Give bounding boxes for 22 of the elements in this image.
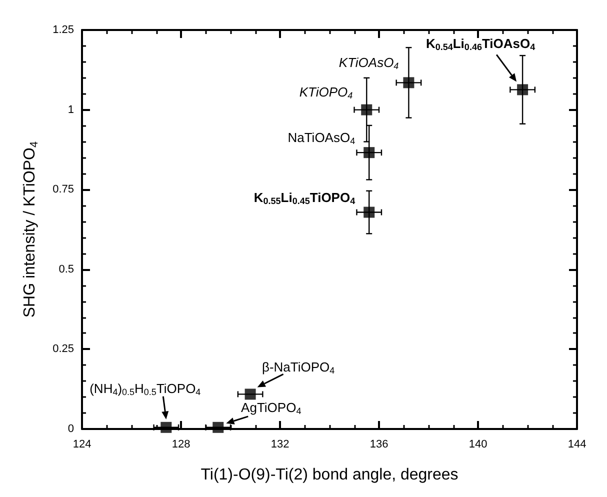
point [244, 388, 256, 400]
y-tick-label: 0 [68, 423, 74, 435]
y-tick-label: 0.5 [58, 263, 74, 276]
x-tick-label: 132 [270, 438, 290, 450]
y-tick-label: 1 [68, 104, 74, 116]
y-axis-title: SHG intensity / KTiOPO4 [22, 141, 40, 318]
y-tick-label: 0.25 [52, 343, 74, 356]
point [364, 206, 375, 218]
x-tick-label: 144 [568, 438, 586, 450]
x-tick-label: 136 [370, 438, 388, 450]
point [361, 104, 372, 116]
point [212, 422, 224, 433]
point [160, 422, 172, 433]
x-tick-label: 128 [172, 438, 190, 450]
y-tick-label: 0.75 [52, 184, 74, 196]
x-tick-label: 124 [72, 438, 92, 450]
point [364, 147, 375, 158]
x-axis-title: Ti(1)-O(9)-Ti(2) bond angle, degrees [200, 466, 458, 484]
x-tick-label: 140 [468, 438, 488, 450]
y-tick-label: 1.25 [52, 24, 74, 36]
point [517, 84, 528, 96]
point [403, 77, 414, 88]
